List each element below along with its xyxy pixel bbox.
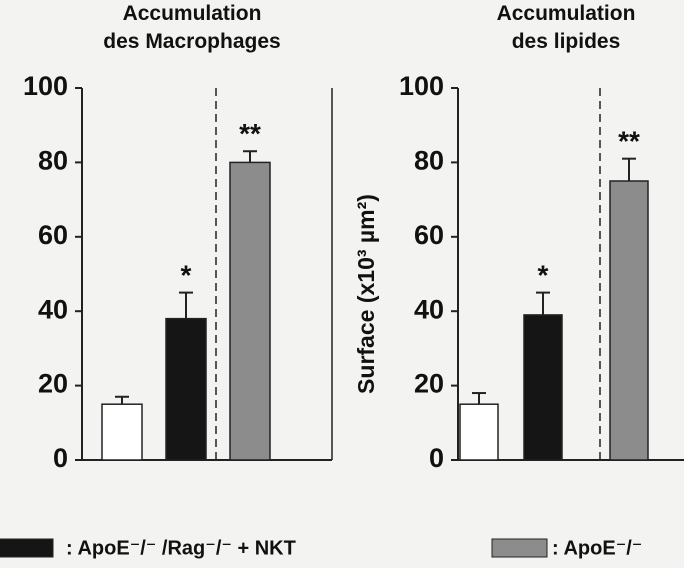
legend-label: : ApoE⁻/⁻ bbox=[552, 537, 642, 559]
bar bbox=[523, 314, 563, 461]
y-tick-label: 60 bbox=[38, 220, 68, 250]
bar bbox=[101, 403, 143, 461]
significance: ** bbox=[618, 126, 640, 157]
legend-label: : ApoE⁻/⁻ /Rag⁻/⁻ + NKT bbox=[66, 537, 296, 559]
y-tick-label: 20 bbox=[38, 369, 68, 399]
legend-swatch bbox=[0, 538, 54, 558]
y-tick-label: 60 bbox=[414, 220, 444, 250]
chart-title: des lipides bbox=[512, 30, 621, 53]
y-tick-label: 100 bbox=[23, 71, 68, 101]
significance: ** bbox=[239, 118, 261, 149]
bar bbox=[609, 180, 649, 461]
y-tick-label: 80 bbox=[38, 146, 68, 176]
y-tick-label: 40 bbox=[414, 294, 444, 324]
y-tick-label: 0 bbox=[53, 443, 68, 473]
y-tick-label: 0 bbox=[429, 443, 444, 473]
chart-title: Accumulation bbox=[123, 2, 262, 25]
bar bbox=[459, 403, 499, 461]
chart-title: Accumulation bbox=[497, 2, 636, 25]
significance: * bbox=[181, 260, 192, 291]
chart-title: des Macrophages bbox=[103, 30, 280, 53]
significance: * bbox=[538, 260, 549, 291]
legend-swatch bbox=[491, 538, 548, 558]
y-axis-label: Surface (x10³ µm²) bbox=[353, 194, 379, 394]
bar bbox=[165, 317, 207, 461]
y-tick-label: 80 bbox=[414, 146, 444, 176]
y-tick-label: 40 bbox=[38, 294, 68, 324]
bar bbox=[229, 161, 271, 461]
y-tick-label: 100 bbox=[399, 71, 444, 101]
y-tick-label: 20 bbox=[414, 369, 444, 399]
